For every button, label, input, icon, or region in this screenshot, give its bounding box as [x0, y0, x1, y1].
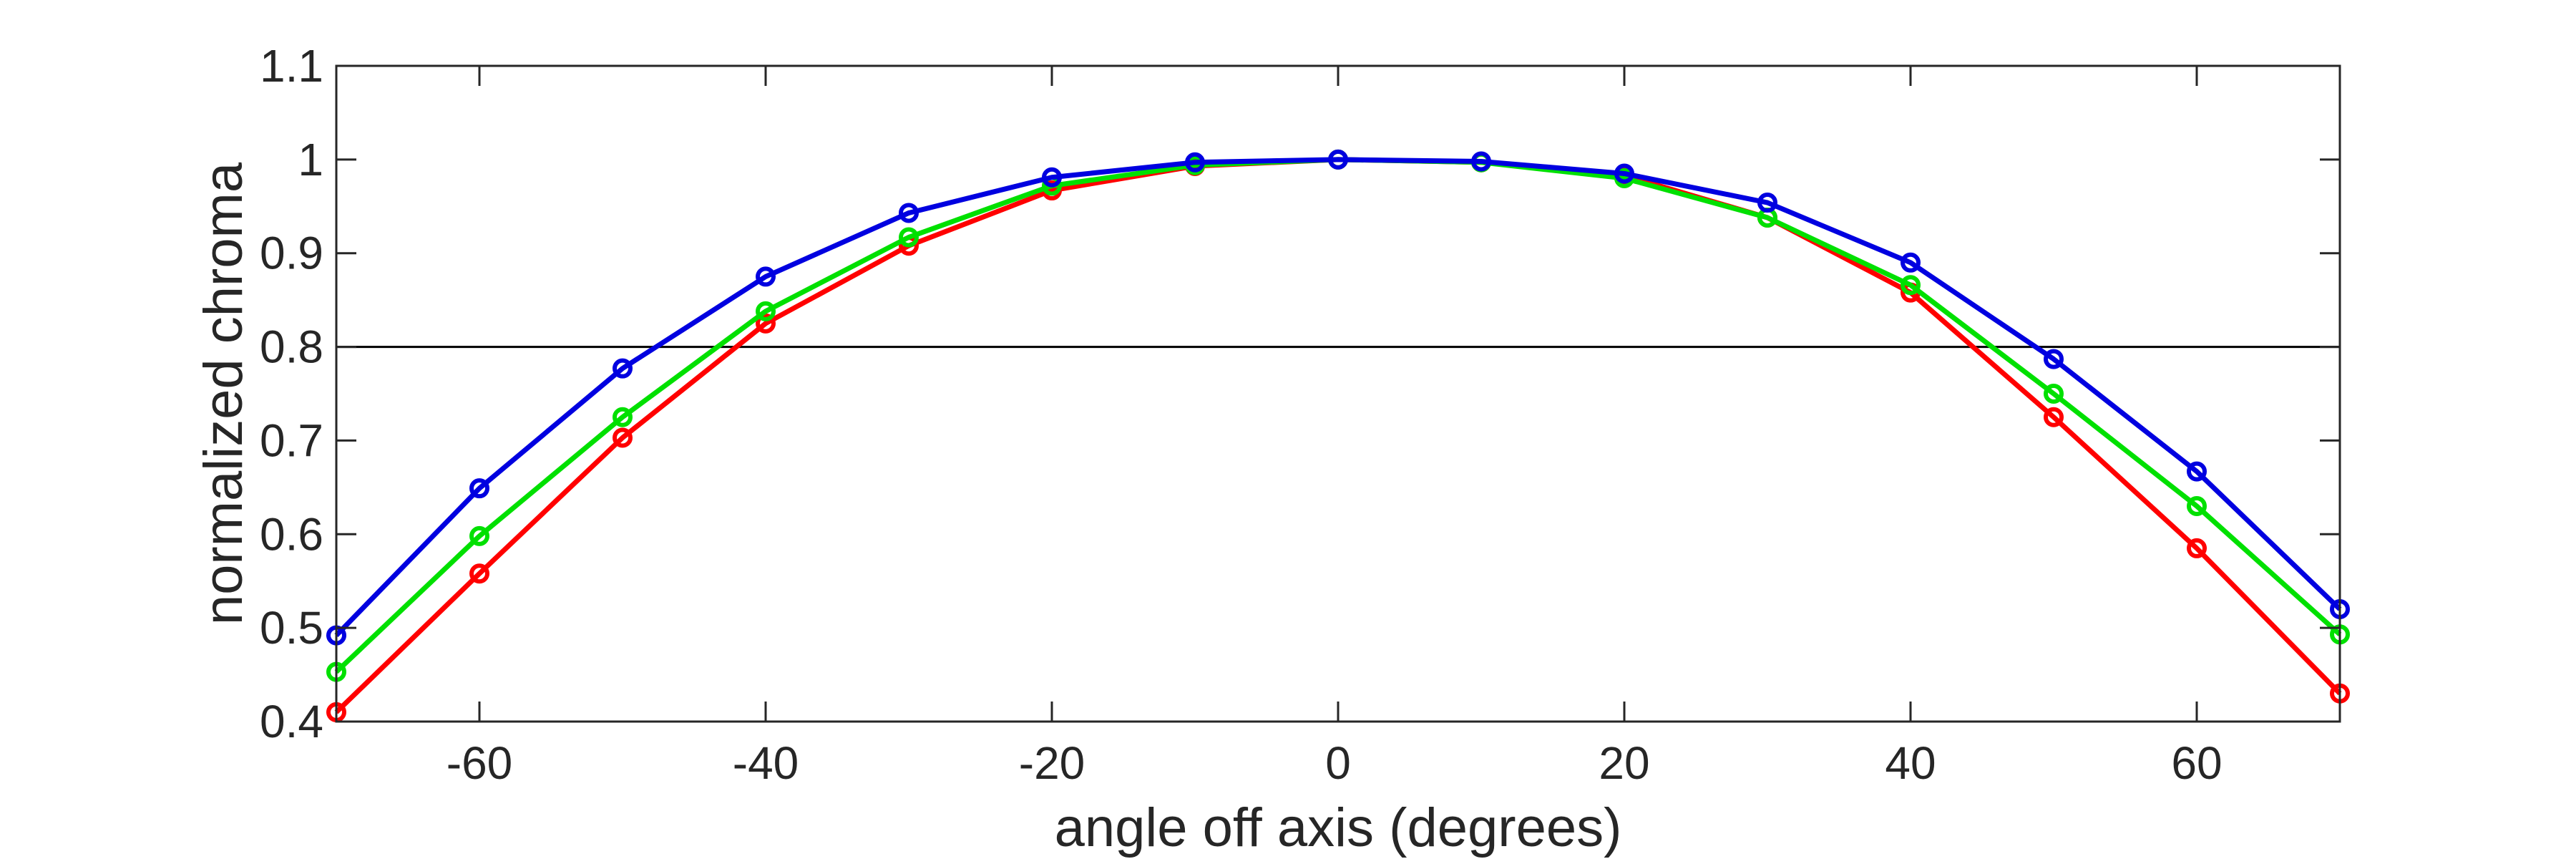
data-point	[899, 203, 919, 223]
data-point	[2187, 461, 2207, 482]
data-point	[2044, 384, 2064, 404]
data-point	[1042, 167, 1062, 188]
data-point	[469, 478, 489, 499]
x-tick-label: 60	[2171, 737, 2222, 789]
data-point	[613, 358, 633, 379]
data-point	[1471, 151, 1491, 172]
x-tick-label: -20	[1019, 737, 1085, 789]
data-point	[2044, 407, 2064, 427]
data-point	[899, 227, 919, 248]
y-tick-label: 0.6	[260, 508, 323, 560]
data-point	[2187, 496, 2207, 517]
y-tick-label: 0.9	[260, 228, 323, 279]
y-tick-label: 0.5	[260, 602, 323, 654]
x-tick-label: -40	[733, 737, 799, 789]
y-tick-label: 1	[298, 134, 323, 185]
data-point	[469, 525, 489, 546]
data-point	[2044, 349, 2064, 369]
series-line	[334, 157, 2342, 638]
data-point	[469, 563, 489, 584]
y-tick-label: 0.4	[260, 696, 323, 747]
x-tick-label: 0	[1325, 737, 1351, 789]
data-point	[1328, 149, 1348, 170]
data-point	[1185, 152, 1205, 173]
data-point	[756, 301, 776, 321]
y-tick-label: 1.1	[260, 40, 323, 92]
data-point	[756, 313, 776, 334]
x-tick-label: -60	[447, 737, 513, 789]
data-point	[756, 266, 776, 287]
data-point	[1901, 275, 1921, 296]
plot-area	[336, 66, 2340, 722]
data-point	[613, 427, 633, 448]
y-tick-label: 0.7	[260, 414, 323, 466]
data-point	[1757, 193, 1777, 213]
y-tick-label: 0.8	[260, 321, 323, 373]
data-point	[2187, 538, 2207, 558]
x-tick-label: 40	[1885, 737, 1936, 789]
data-point	[613, 407, 633, 427]
data-point	[1901, 252, 1921, 273]
x-tick-label: 20	[1599, 737, 1649, 789]
data-point	[1614, 163, 1634, 184]
y-axis-label: normalized chroma	[193, 162, 254, 625]
x-axis-label: angle off axis (degrees)	[1055, 797, 1622, 858]
